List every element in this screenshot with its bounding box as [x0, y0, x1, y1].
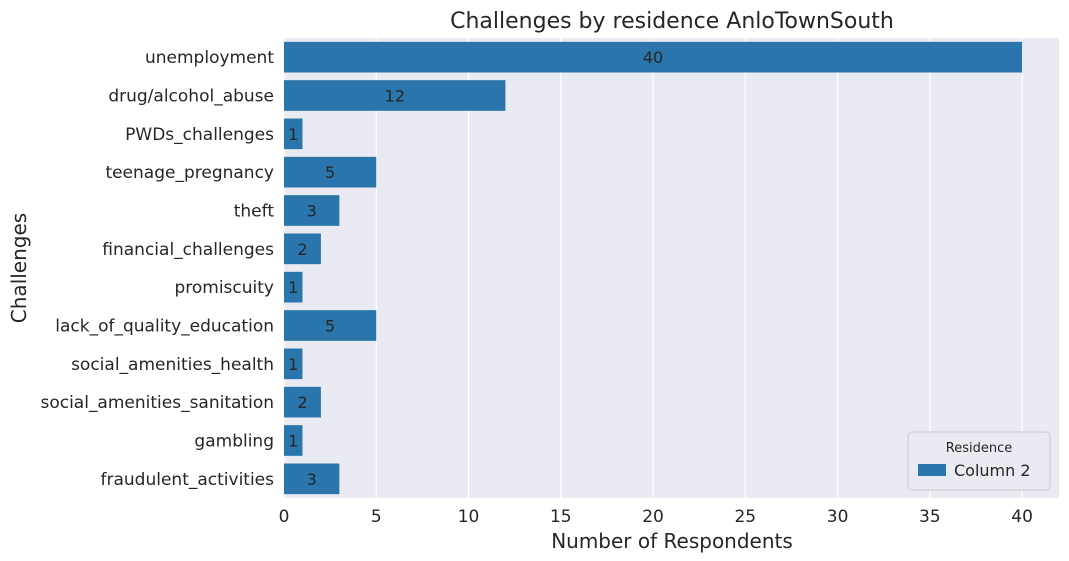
legend-title: Residence	[946, 441, 1012, 456]
bar-value-label: 12	[385, 87, 405, 106]
category-label: gambling	[194, 432, 274, 452]
category-label: lack_of_quality_education	[55, 317, 274, 337]
bar	[284, 118, 303, 150]
x-tick-label: 5	[371, 507, 382, 527]
category-label: social_amenities_health	[71, 355, 274, 375]
category-label: unemployment	[145, 48, 274, 68]
x-tick-label: 30	[827, 507, 849, 527]
x-tick-label: 35	[919, 507, 941, 527]
bar-value-label: 1	[288, 125, 298, 144]
x-tick-label: 15	[550, 507, 572, 527]
bar	[284, 425, 303, 456]
y-axis-label: Challenges	[7, 213, 31, 323]
x-tick-label: 25	[734, 507, 756, 527]
category-label: theft	[234, 202, 275, 222]
x-tick-label: 40	[1011, 507, 1033, 527]
x-tick-labels: 0 5 10 15 20 25 30 35 40	[279, 507, 1033, 527]
bar	[284, 156, 377, 188]
category-label: PWDs_challenges	[125, 125, 274, 145]
bar-value-label: 3	[307, 470, 317, 489]
bar-value-label: 3	[307, 202, 317, 221]
x-axis-label: Number of Respondents	[551, 529, 793, 553]
bar	[284, 195, 340, 226]
bar-value-label: 2	[297, 240, 307, 259]
x-tick-label: 10	[458, 507, 480, 527]
bar-value-label: 40	[643, 48, 663, 67]
category-label: social_amenities_sanitation	[40, 393, 274, 413]
bar-value-label: 1	[288, 355, 298, 374]
bar	[284, 348, 303, 380]
legend-entry: Column 2	[954, 461, 1031, 480]
bar	[284, 271, 303, 303]
chart-title: Challenges by residence AnloTownSouth	[450, 9, 894, 34]
category-label: promiscuity	[174, 278, 274, 298]
category-label: financial_challenges	[102, 240, 274, 260]
category-label: drug/alcohol_abuse	[108, 87, 274, 107]
bar-value-label: 5	[325, 317, 335, 336]
x-tick-label: 0	[279, 507, 290, 527]
bar-value-label: 2	[297, 393, 307, 412]
category-label: teenage_pregnancy	[105, 163, 274, 183]
bars	[284, 41, 1023, 495]
legend-swatch	[918, 464, 946, 476]
x-tick-label: 20	[642, 507, 664, 527]
category-label: fraudulent_activities	[101, 470, 275, 490]
bar	[284, 233, 321, 265]
bar-value-label: 1	[288, 278, 298, 297]
bar	[284, 310, 377, 341]
category-labels: unemployment drug/alcohol_abuse PWDs_chall…	[40, 48, 274, 490]
bar-value-label: 5	[325, 163, 335, 182]
bar	[284, 80, 506, 111]
bar-value-label: 1	[288, 432, 298, 451]
grid-lines	[283, 38, 1023, 498]
bar	[284, 463, 340, 495]
bar	[284, 386, 321, 418]
bar	[284, 41, 1023, 73]
legend: Residence Column 2	[907, 431, 1051, 491]
